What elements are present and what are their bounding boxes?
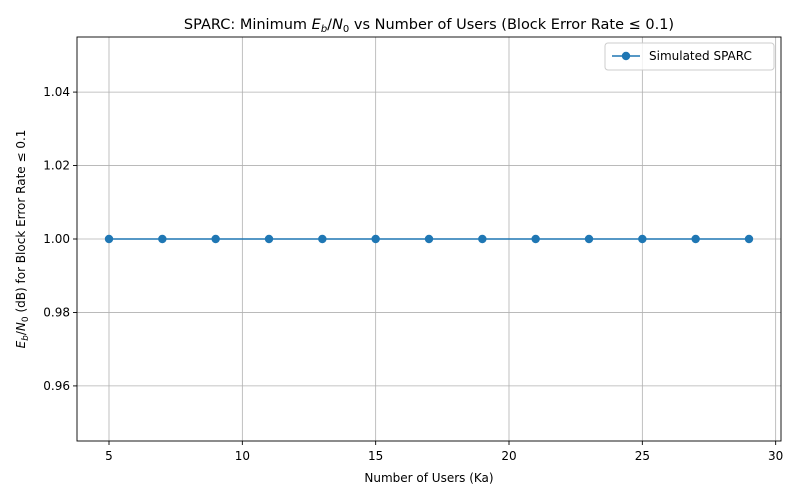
chart-title-suffix: vs Number of Users (Block Error Rate ≤ 0… (349, 17, 674, 33)
data-point (211, 234, 220, 244)
y-axis-title: Eb/N0 (dB) for Block Error Rate ≤ 0.1 (14, 130, 31, 349)
x-tick-label: 10 (235, 449, 250, 463)
x-tick-label: 25 (635, 449, 650, 463)
legend-box (604, 42, 775, 71)
x-tick-label: 15 (368, 449, 383, 463)
y-axis-title-n0-sub: 0 (21, 316, 31, 322)
y-tick-label: 0.96 (43, 379, 70, 393)
y-axis-title-n0: N (14, 322, 28, 331)
legend-label: Simulated SPARC (649, 49, 752, 63)
chart-title-n0-sub: 0 (343, 24, 349, 35)
chart-title-eb: E (312, 17, 322, 33)
y-axis-title-eb: E (14, 340, 28, 348)
data-point (584, 234, 594, 244)
y-axis-title-suffix: (dB) for Block Error Rate ≤ 0.1 (14, 130, 28, 317)
x-tick-label: 5 (105, 449, 113, 463)
data-point (371, 234, 380, 244)
y-axis-title-eb-sub: b (21, 335, 31, 341)
data-point (638, 234, 647, 244)
x-tick-label: 20 (501, 449, 516, 463)
data-point (318, 234, 327, 244)
legend: Simulated SPARC (604, 42, 775, 71)
chart-title: SPARC: Minimum Eb/N0 vs Number of Users … (184, 17, 674, 35)
chart-title-eb-sub: b (321, 24, 327, 35)
x-tick-label: 30 (768, 449, 783, 463)
data-point (691, 234, 700, 244)
data-point (531, 234, 540, 244)
data-point (478, 234, 487, 244)
data-point (744, 234, 754, 244)
y-axis-title-slash: / (14, 330, 28, 335)
data-point (424, 234, 434, 244)
chart-title-n0: N (332, 17, 343, 33)
data-point (104, 234, 114, 244)
data-point (264, 234, 274, 244)
chart-title-prefix: SPARC: Minimum (184, 17, 312, 33)
y-tick-label: 1.04 (43, 85, 70, 99)
y-tick-label: 1.00 (43, 232, 70, 246)
y-tick-label: 0.98 (43, 305, 70, 319)
x-axis-title: Number of Users (Ka) (364, 471, 493, 485)
y-tick-label: 1.02 (43, 159, 70, 173)
chart-title-slash: / (327, 17, 332, 33)
series-layer (104, 234, 754, 244)
data-point (158, 234, 167, 244)
legend-marker (621, 51, 631, 61)
axis-ticks: 5 10 15 20 25 30 0.96 0.98 1.00 1.02 1.04 (43, 85, 783, 463)
